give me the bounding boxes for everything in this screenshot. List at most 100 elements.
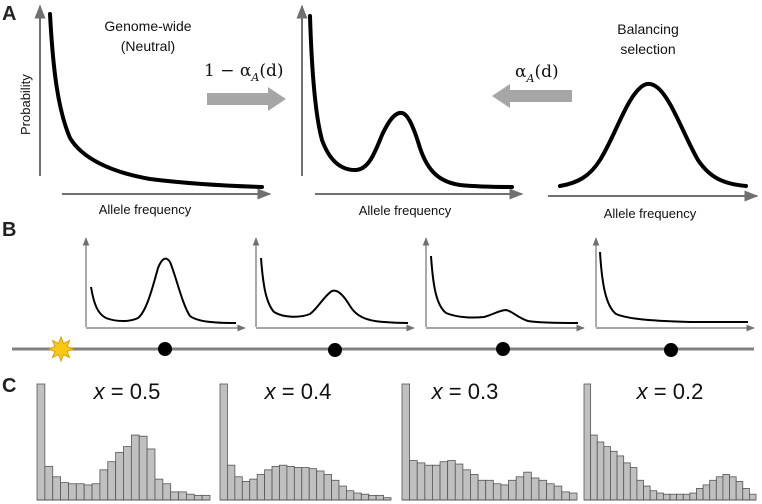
histogram-4-bar: [682, 493, 691, 501]
histogram-4-bar: [735, 481, 744, 501]
mixture-curve: [308, 14, 514, 189]
histogram-4-bar: [715, 476, 724, 501]
histogram-2-bar: [331, 479, 340, 501]
locus-dot-1: [158, 342, 172, 356]
histogram-2-bar: [249, 478, 258, 501]
histogram-2-bar: [219, 383, 228, 501]
histogram-2-bar: [308, 468, 318, 501]
histogram-2-bar: [234, 476, 243, 501]
histogram-4-bar: [610, 450, 618, 501]
histogram-2-bar: [353, 492, 362, 501]
mini-plot-3-curve: [430, 255, 579, 324]
histogram-2-bar: [375, 494, 384, 501]
histogram-2-bar: [345, 490, 355, 501]
panel-b: [12, 237, 755, 363]
histogram-3-bar: [538, 479, 547, 501]
panel-a: Probability Genome-wide (Neutral) Allele…: [18, 4, 759, 221]
histogram-1-bar: [83, 484, 93, 501]
histogram-1-bar: [60, 482, 69, 501]
histogram-1-bar: [193, 494, 203, 501]
histogram-1-bar: [75, 483, 85, 501]
histogram-1-bar: [162, 483, 172, 501]
panel-letter-b: B: [2, 219, 16, 241]
mini-plot-4-curve: [599, 251, 748, 323]
histogram-1-bar: [154, 478, 164, 501]
histogram-1-bar: [44, 465, 54, 501]
histogram-3-bar: [546, 483, 555, 501]
histogram-1-bar: [178, 491, 187, 501]
histogram-1-bar: [91, 483, 101, 501]
histogram-2-bar: [286, 465, 295, 501]
histogram-2-bar: [338, 485, 347, 501]
histogram-1-bar: [130, 434, 140, 501]
balancing-title-line1: Balancing: [617, 21, 679, 37]
histogram-3-bar: [424, 464, 433, 501]
histogram-1-bar: [186, 493, 195, 501]
histogram-2-bar: [256, 474, 266, 501]
histogram-3-bar: [401, 383, 411, 501]
mixing-arrow-left: [492, 84, 572, 108]
locus-dot-4: [664, 343, 678, 357]
histogram-4-bar: [676, 493, 684, 501]
histogram-4-bar: [583, 383, 592, 501]
histogram-3-bar: [416, 462, 426, 501]
histogram-4-bar: [649, 490, 658, 501]
histogram-1: [36, 383, 211, 501]
histogram-3: [401, 383, 578, 501]
histogram-4-bar: [689, 492, 697, 501]
histogram-1-bar: [36, 383, 46, 501]
histogram-3-bar: [530, 477, 540, 501]
histogram-3-bar: [409, 460, 418, 501]
histogram-4-bar: [629, 467, 638, 501]
histogram-4-bar: [722, 474, 730, 501]
histogram-2-bar: [293, 467, 303, 501]
histogram-3-bar: [485, 479, 494, 501]
starburst-icon: [47, 335, 75, 363]
histogram-1-bar: [170, 491, 179, 501]
histogram-2-bar: [360, 493, 370, 501]
balancing-x-axis-label: Allele frequency: [604, 206, 697, 221]
histogram-1-bar: [123, 446, 132, 501]
histogram-1-bar: [138, 435, 148, 501]
histogram-3-bar: [477, 479, 487, 501]
mixture-x-axis-label: Allele frequency: [359, 203, 452, 218]
histogram-3-bar: [492, 483, 502, 501]
histogram-4-bar: [636, 479, 644, 501]
panel-letter-c: C: [2, 375, 16, 397]
histogram-3-bar: [454, 463, 464, 501]
histogram-4-bar: [623, 462, 631, 501]
histogram-2-bar: [368, 494, 377, 501]
mixing-arrow-right: [207, 87, 286, 111]
balancing-title-line2: selection: [620, 41, 675, 57]
neutral-curve: [48, 12, 264, 189]
histogram-3-bar: [447, 460, 456, 501]
histogram-3-bar: [500, 484, 509, 501]
histogram-2-bar: [264, 469, 273, 501]
balancing-weight-formula: αA(d): [515, 62, 559, 85]
histogram-1-label: x = 0.5: [93, 379, 161, 404]
histogram-3-bar: [561, 491, 570, 501]
histogram-3-bar: [523, 471, 532, 501]
histogram-4-bar: [709, 479, 717, 501]
panel-c: x = 0.5 x = 0.4 x = 0.3 x = 0.2: [36, 379, 757, 501]
histogram-2: [219, 383, 392, 501]
histogram-4-bar: [729, 476, 737, 501]
histogram-2-bar: [301, 467, 310, 501]
histogram-4-label: x = 0.2: [636, 379, 704, 404]
histogram-2-bar: [227, 464, 236, 501]
histogram-3-label: x = 0.3: [431, 379, 499, 404]
histogram-3-bar: [462, 469, 471, 501]
locus-dot-3: [496, 342, 510, 356]
mini-plot-1-curve: [90, 257, 237, 324]
histogram-2-bar: [323, 474, 332, 501]
histogram-3-bar: [553, 485, 563, 501]
histogram-1-bar: [68, 483, 77, 501]
panel-letter-a: A: [2, 3, 16, 25]
histogram-4-bar: [742, 487, 750, 501]
histogram-3-bar: [568, 492, 578, 501]
histogram-4-bar: [596, 441, 605, 501]
histogram-1-bar: [201, 494, 211, 501]
histogram-4-bar: [696, 487, 704, 501]
histogram-3-bar: [508, 479, 517, 501]
